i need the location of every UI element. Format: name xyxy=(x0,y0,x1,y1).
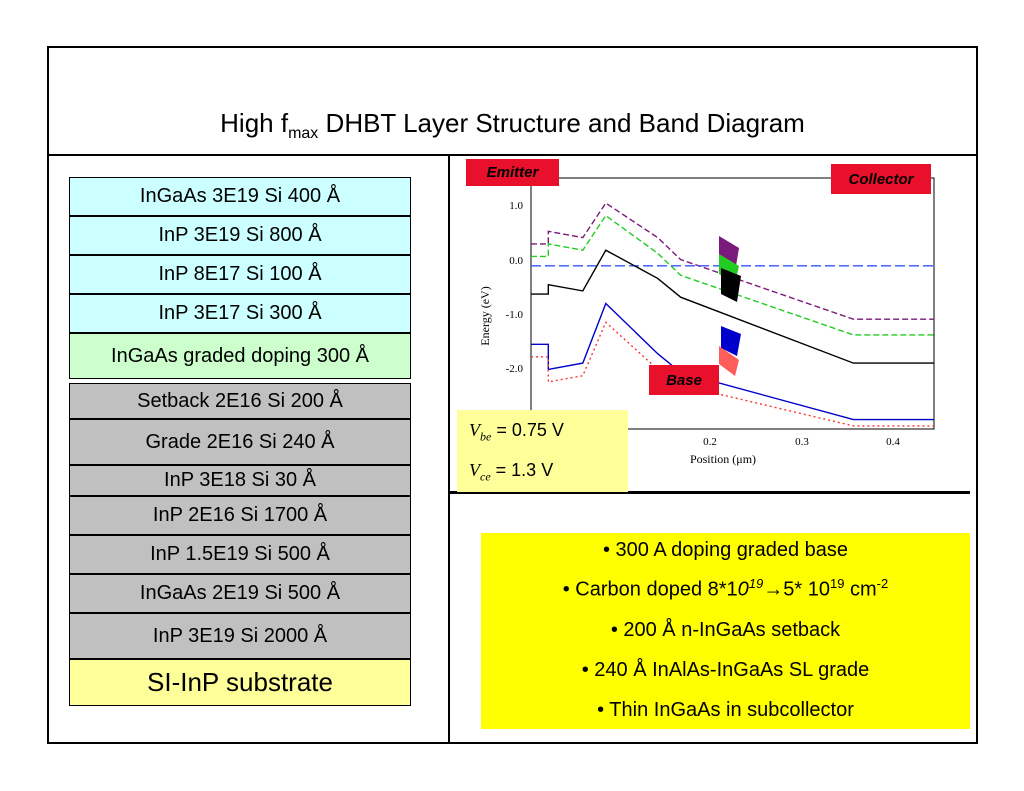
x-tick-label: 0.3 xyxy=(795,436,809,448)
x-axis-label: Position (μm) xyxy=(690,452,756,466)
layer-substrate: SI-InP substrate xyxy=(69,659,411,706)
band-line-2 xyxy=(531,214,934,336)
y-axis-label: Energy (eV) xyxy=(478,286,492,345)
slide-title: High fmax DHBT Layer Structure and Band … xyxy=(220,108,805,143)
quasi-fermi-markers xyxy=(719,236,741,376)
title-divider xyxy=(47,154,978,156)
layer-12: InP 3E19 Si 2000 Å xyxy=(69,613,411,659)
x-tick-label: 0.2 xyxy=(703,436,717,448)
band-diagram: Energy (eV) Position (μm) 1.0 0.0 -1.0 -… xyxy=(478,177,935,466)
emitter-tag: Emitter xyxy=(466,159,559,186)
layer-3: InP 8E17 Si 100 Å xyxy=(69,255,411,294)
band-line-5 xyxy=(531,302,934,421)
band-line-6 xyxy=(531,321,934,427)
y-tick-label: -2.0 xyxy=(506,363,524,375)
y-tick-labels: 1.0 0.0 -1.0 -2.0 xyxy=(506,200,524,375)
right-panel-divider xyxy=(449,491,970,494)
note-3: • 200 Å n-InGaAs setback xyxy=(610,619,841,641)
plot-area xyxy=(530,177,935,430)
note-5: • Thin InGaAs in subcollector xyxy=(597,699,854,721)
y-tick-label: -1.0 xyxy=(506,309,524,321)
layer-1: InGaAs 3E19 Si 400 Å xyxy=(69,177,411,216)
vbe-label: Vbe = 0.75 V xyxy=(469,420,564,444)
slide-frame xyxy=(47,46,978,744)
layer-7: Grade 2E16 Si 240 Å xyxy=(69,419,411,465)
note-4: • 240 Å InAlAs-InGaAs SL grade xyxy=(581,659,870,681)
layer-8: InP 3E18 Si 30 Å xyxy=(69,465,411,496)
base-tag: Base xyxy=(649,365,719,395)
layer-11: InGaAs 2E19 Si 500 Å xyxy=(69,574,411,613)
note-2: • Carbon doped 8*1019→5* 1019 cm-2 xyxy=(562,576,889,601)
band-lines xyxy=(531,202,934,427)
layer-6: Setback 2E16 Si 200 Å xyxy=(69,383,411,419)
vce-label: Vce = 1.3 V xyxy=(469,460,554,484)
column-divider xyxy=(448,155,450,744)
layer-10: InP 1.5E19 Si 500 Å xyxy=(69,535,411,574)
layer-5: InGaAs graded doping 300 Å xyxy=(69,333,411,379)
y-tick-label: 0.0 xyxy=(509,255,523,267)
x-tick-label: 0.4 xyxy=(886,436,900,448)
layer-2: InP 3E19 Si 800 Å xyxy=(69,216,411,255)
note-1: • 300 A doping graded base xyxy=(603,539,848,561)
band-line-4 xyxy=(531,249,934,364)
bias-conditions: Vbe = 0.75 V Vce = 1.3 V xyxy=(457,410,628,492)
collector-tag: Collector xyxy=(831,164,931,194)
layer-4: InP 3E17 Si 300 Å xyxy=(69,294,411,333)
layer-9: InP 2E16 Si 1700 Å xyxy=(69,496,411,535)
x-tick-labels: 0.2 0.3 0.4 xyxy=(703,436,900,448)
band-line-1 xyxy=(531,202,934,320)
y-tick-label: 1.0 xyxy=(509,200,523,212)
notes-box: • 300 A doping graded base • Carbon dope… xyxy=(481,533,970,729)
